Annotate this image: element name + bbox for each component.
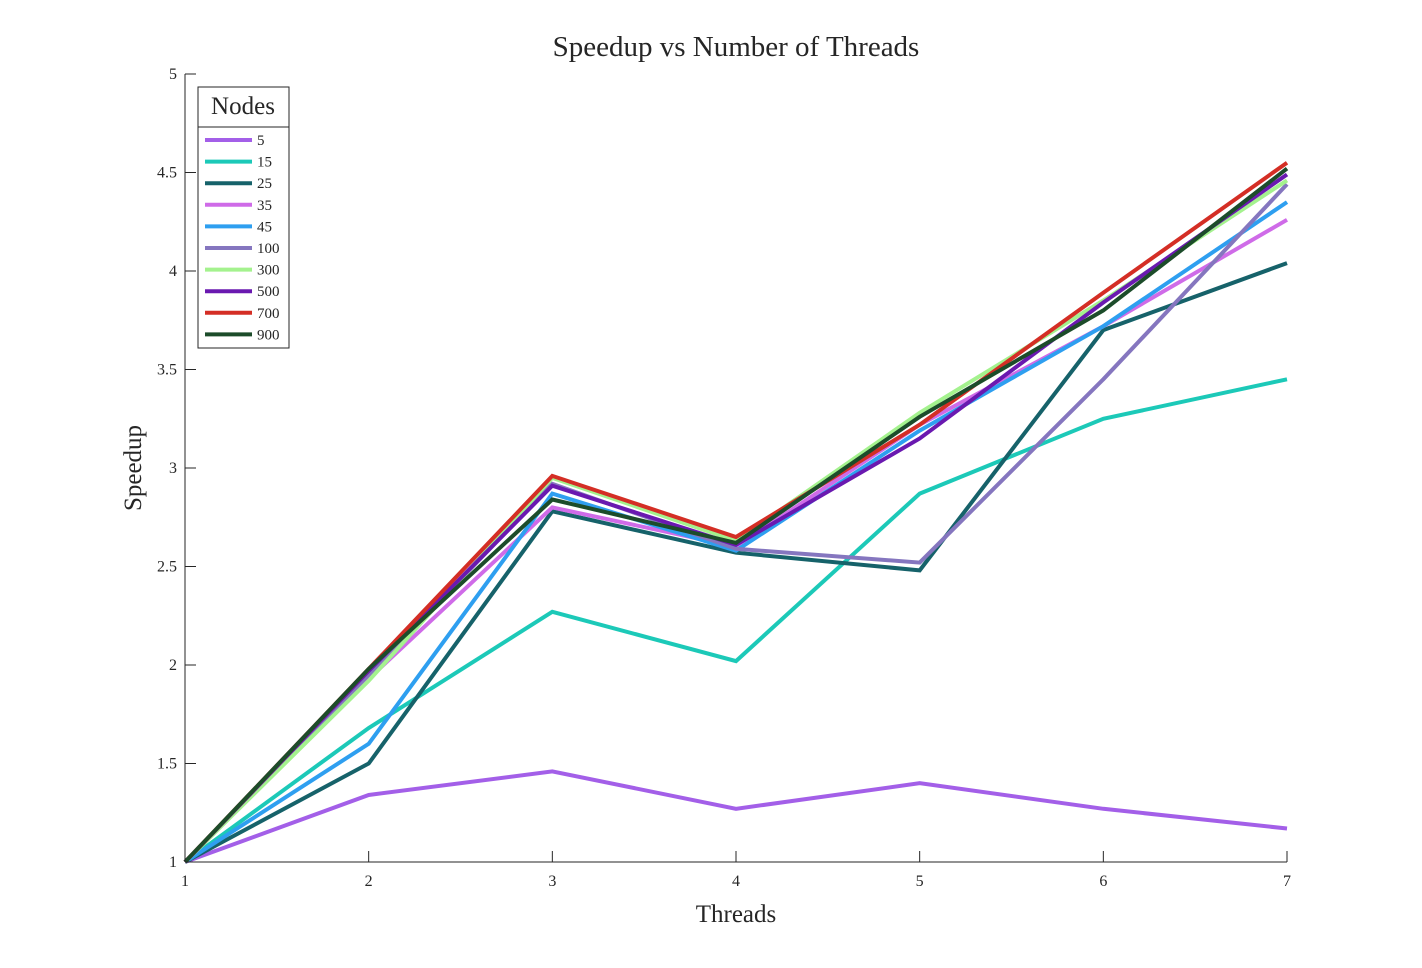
series-line-15	[183, 377, 1288, 864]
y-tick-label: 4	[169, 263, 177, 280]
legend-box	[197, 86, 290, 349]
series-line-25	[184, 261, 1288, 864]
legend-label-45: 45	[257, 219, 272, 235]
legend-label-900: 900	[257, 327, 280, 343]
legend-label-700: 700	[257, 306, 280, 322]
x-tick-label: 3	[548, 873, 556, 890]
legend: Nodes 5 15 25 35 45 100 300 500 700 900	[197, 86, 290, 349]
series-line-5	[184, 769, 1288, 864]
legend-label-5: 5	[257, 133, 265, 149]
y-tick-label: 2.5	[157, 559, 177, 576]
y-tick-label: 4.5	[157, 165, 177, 182]
y-tick-label: 5	[169, 66, 177, 83]
series-line-45	[183, 200, 1289, 864]
y-tick-label: 2	[169, 657, 177, 674]
y-tick-label: 1.5	[157, 756, 177, 773]
legend-label-15: 15	[257, 155, 272, 171]
series-layer	[183, 161, 1289, 864]
chart-title: Speedup vs Number of Threads	[553, 31, 920, 63]
legend-label-35: 35	[257, 198, 272, 214]
y-tick-label: 1	[169, 854, 177, 871]
legend-label-100: 100	[257, 241, 280, 257]
y-axis-label: Speedup	[120, 425, 147, 511]
x-axis-label: Threads	[696, 901, 777, 928]
x-tick-label: 4	[732, 873, 740, 890]
series-line-900	[183, 167, 1289, 864]
x-tick-label: 7	[1283, 873, 1291, 890]
x-tick-label: 2	[365, 873, 373, 890]
legend-label-25: 25	[257, 176, 272, 192]
x-tick-label: 6	[1099, 873, 1107, 890]
y-tick-label: 3	[169, 460, 177, 477]
x-tick-label: 5	[916, 873, 924, 890]
legend-items: 5 15 25 35 45 100 300 500 700 900	[205, 133, 280, 343]
series-line-100	[183, 182, 1289, 864]
series-line-300	[183, 178, 1289, 864]
axes: 1 2 3 4 5 6 711.522.533.544.55	[157, 66, 1291, 890]
legend-label-500: 500	[257, 284, 280, 300]
x-tick-label: 1	[181, 873, 189, 890]
y-tick-label: 3.5	[157, 362, 177, 379]
legend-title: Nodes	[211, 93, 275, 120]
legend-label-300: 300	[257, 263, 280, 279]
